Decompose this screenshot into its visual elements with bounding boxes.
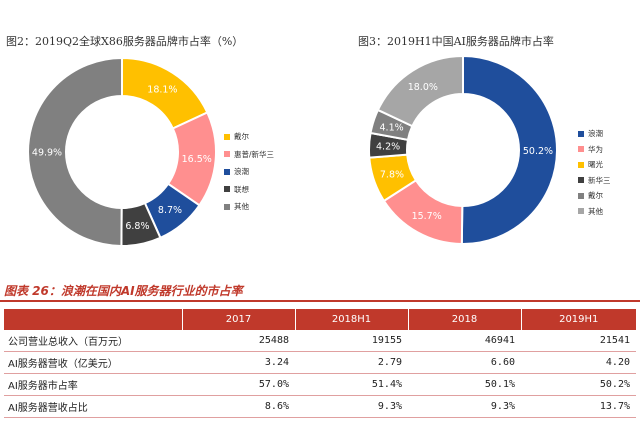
table-body: 公司营业总收入（百万元） 25488 19155 46941 21541 AI服务器营收（… xyxy=(4,330,636,418)
chart1-legend: 戴尔惠普/新华三 浪潮联想其他 xyxy=(224,128,274,216)
legend-item-联想: 联想 xyxy=(224,181,274,199)
slice-label-联想: 6.8% xyxy=(125,221,149,232)
table-row: AI服务器营收占比 8.6% 9.3% 9.3% 13.7% xyxy=(4,395,636,418)
row-label: AI服务器营收占比 xyxy=(4,395,182,418)
slice-浪潮 xyxy=(460,54,558,245)
legend-swatch xyxy=(578,130,584,137)
table-cell: 19155 xyxy=(295,330,408,352)
legend-label: 新华三 xyxy=(588,175,611,185)
slice-label-华为: 15.7% xyxy=(412,211,442,222)
legend-label: 其他 xyxy=(588,206,603,216)
caption-rule xyxy=(0,300,640,302)
legend-swatch xyxy=(578,177,584,184)
chart2-title: 图3：2019H1中国AI服务器品牌市占率 xyxy=(358,35,554,48)
table-cell: 57.0% xyxy=(182,373,295,396)
column-header: 2018 xyxy=(407,309,521,330)
table-cell: 4.20 xyxy=(521,351,636,374)
table-cell: 9.3% xyxy=(408,395,521,418)
slice-label-新华三: 4.2% xyxy=(376,142,400,153)
table-row: AI服务器营收（亿美元） 3.24 2.79 6.60 4.20 xyxy=(4,351,636,374)
table-caption: 图表 26：浪潮在国内AI服务器行业的市占率 xyxy=(4,284,243,298)
row-label: AI服务器市占率 xyxy=(4,373,182,396)
legend-label: 浪潮 xyxy=(234,167,249,177)
table-row: 公司营业总收入（百万元） 25488 19155 46941 21541 xyxy=(4,330,636,352)
table-cell: 2.79 xyxy=(295,351,408,374)
table-row: AI服务器市占率 57.0% 51.4% 50.1% 50.2% xyxy=(4,373,636,396)
slice-label-曙光: 7.8% xyxy=(380,170,404,181)
slice-label-惠普/新华三: 16.5% xyxy=(182,154,212,165)
legend-item-其他: 其他 xyxy=(224,198,274,216)
legend-swatch xyxy=(578,208,584,215)
legend-label: 联想 xyxy=(234,184,249,194)
legend-item-戴尔: 戴尔 xyxy=(224,128,274,146)
slice-label-戴尔: 4.1% xyxy=(380,123,404,134)
slice-label-浪潮: 8.7% xyxy=(158,205,182,216)
legend-item-华为: 华为 xyxy=(578,142,611,158)
row-label: 公司营业总收入（百万元） xyxy=(4,330,182,352)
legend-swatch xyxy=(578,146,584,153)
table-cell: 50.2% xyxy=(521,373,636,396)
legend-swatch xyxy=(224,186,230,193)
legend-swatch xyxy=(224,203,230,210)
legend-item-曙光: 曙光 xyxy=(578,157,611,173)
legend-label: 曙光 xyxy=(588,160,603,170)
chart1-title: 图2：2019Q2全球X86服务器品牌市占率（%） xyxy=(6,35,244,48)
legend-label: 戴尔 xyxy=(588,191,603,201)
legend-item-惠普/新华三: 惠普/新华三 xyxy=(224,146,274,164)
table-cell: 13.7% xyxy=(521,395,636,418)
table-cell: 46941 xyxy=(408,330,521,352)
column-header: 2017 xyxy=(181,309,295,330)
legend-swatch xyxy=(578,161,584,168)
column-header: 2018H1 xyxy=(294,309,408,330)
legend-label: 浪潮 xyxy=(588,129,603,139)
legend-swatch xyxy=(224,168,230,175)
slice-label-戴尔: 18.1% xyxy=(147,84,177,95)
legend-item-浪潮: 浪潮 xyxy=(224,163,274,181)
chart1-donut: 18.1% 16.5% 8.7% 6.8% 49.9% xyxy=(27,56,217,248)
column-header xyxy=(4,309,182,330)
legend-swatch xyxy=(578,192,584,199)
legend-item-新华三: 新华三 xyxy=(578,173,611,189)
table-cell: 25488 xyxy=(182,330,295,352)
table-cell: 3.24 xyxy=(182,351,295,374)
row-label: AI服务器营收（亿美元） xyxy=(4,351,182,374)
table-cell: 21541 xyxy=(521,330,636,352)
legend-label: 其他 xyxy=(234,202,249,212)
column-header: 2019H1 xyxy=(520,309,636,330)
legend-swatch xyxy=(224,133,230,140)
table-cell: 9.3% xyxy=(295,395,408,418)
legend-label: 戴尔 xyxy=(234,132,249,142)
slice-其他 xyxy=(27,56,123,248)
table-cell: 50.1% xyxy=(408,373,521,396)
chart2-donut: 50.2% 15.7% 7.8% 4.2% 4.1% 18.0% xyxy=(368,54,558,246)
slice-label-其他: 18.0% xyxy=(408,82,438,93)
legend-item-戴尔: 戴尔 xyxy=(578,188,611,204)
legend-label: 惠普/新华三 xyxy=(234,149,275,159)
table-header-row: 2017 2018H1 2018 2019H1 xyxy=(4,309,636,330)
slice-label-浪潮: 50.2% xyxy=(523,146,553,157)
table-cell: 6.60 xyxy=(408,351,521,374)
legend-item-其他: 其他 xyxy=(578,204,611,220)
slice-其他 xyxy=(376,54,464,128)
legend-item-浪潮: 浪潮 xyxy=(578,126,611,142)
chart2-legend: 浪潮华为曙光新华三戴尔其他 xyxy=(578,126,611,219)
table-cell: 8.6% xyxy=(182,395,295,418)
slice-label-其他: 49.9% xyxy=(32,147,62,158)
legend-swatch xyxy=(224,151,230,158)
legend-label: 华为 xyxy=(588,144,603,154)
market-share-table: 2017 2018H1 2018 2019H1 公司营业总收入（百万元） 25488 19… xyxy=(4,309,636,418)
table-cell: 51.4% xyxy=(295,373,408,396)
